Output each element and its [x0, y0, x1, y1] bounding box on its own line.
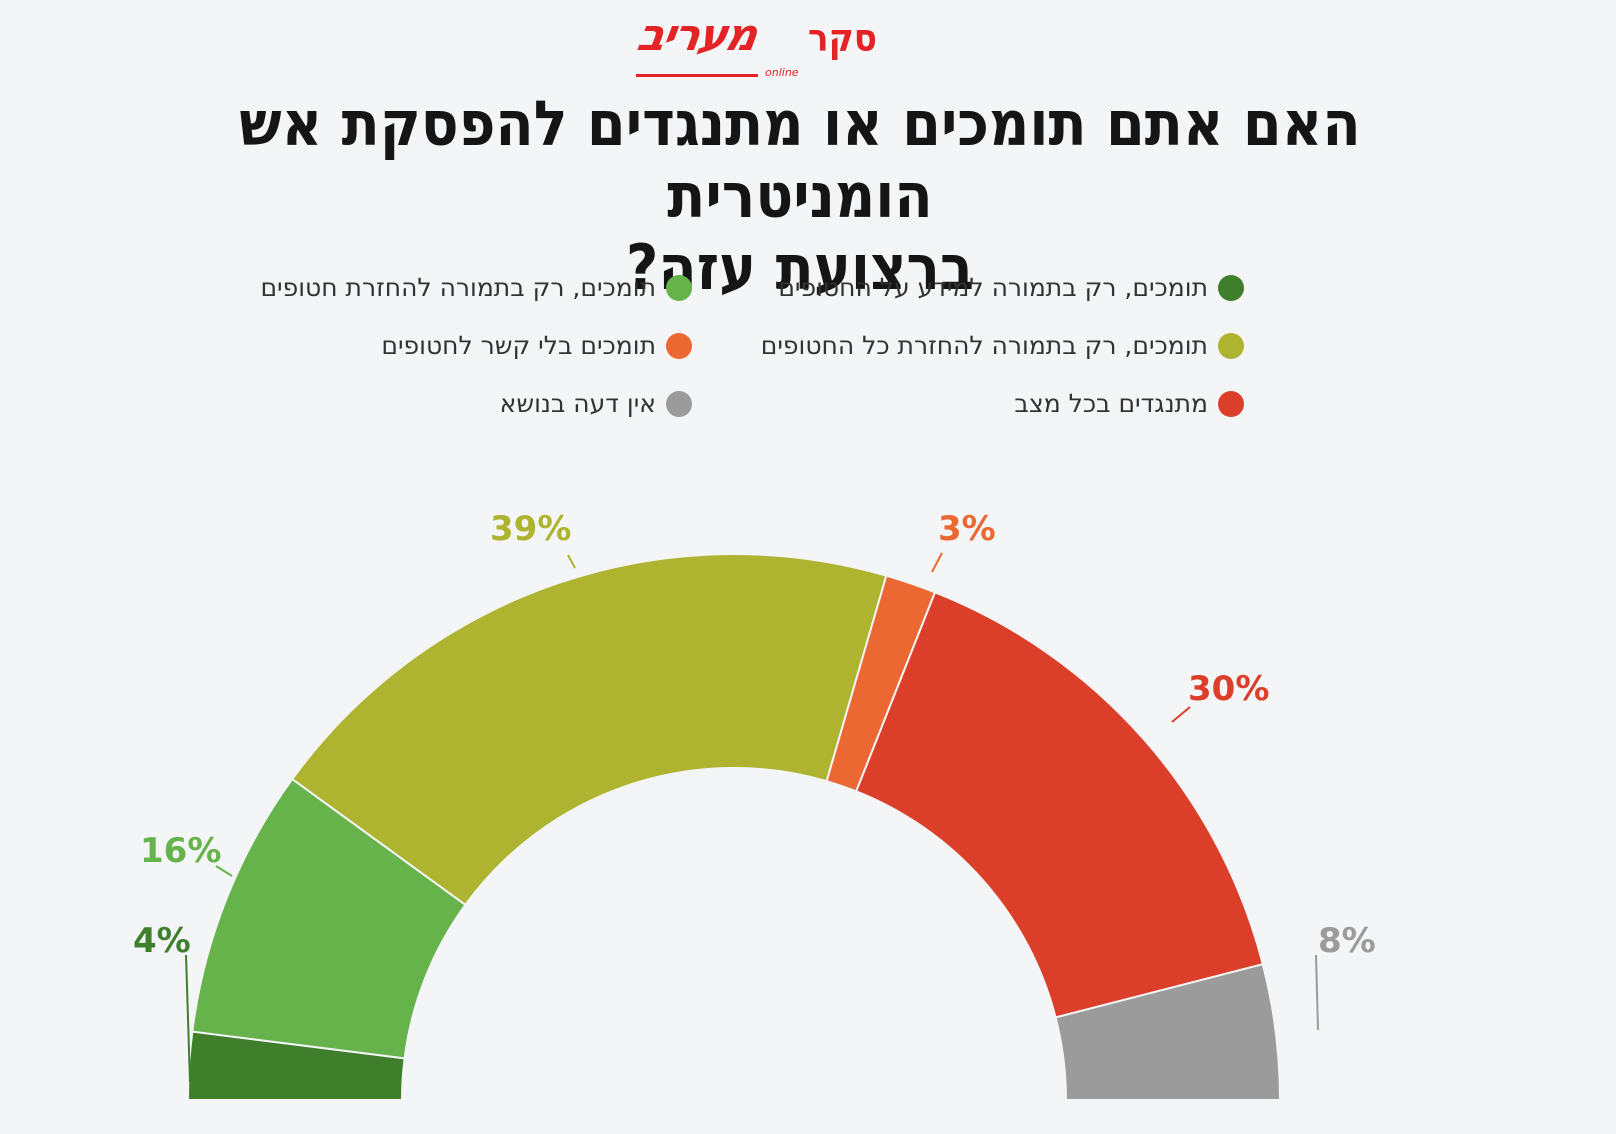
legend-dot-icon [1218, 332, 1244, 359]
slice-label-leader-4 [1171, 706, 1191, 723]
legend-item-all-hostages-return: תומכים, רק בתמורה להחזרת כל החטופים [761, 331, 1244, 360]
slice-label-leader-2 [567, 554, 576, 569]
legend-item-info-on-hostages: תומכים, רק בתמורה למידע על החטופים [778, 273, 1244, 302]
legend-item-no-opinion: אין דעה בנושא [500, 389, 692, 418]
chart-title: האם אתם תומכים או מתנגדים להפסקת אש הומנ… [100, 88, 1500, 304]
slice-value-label-3: 3% [938, 509, 996, 549]
slice-label-leader-0 [185, 954, 191, 1083]
chart-title-line-1: האם אתם תומכים או מתנגדים להפסקת אש הומנ… [239, 87, 1361, 232]
legend-label: תומכים, רק בתמורה להחזרת כל החטופים [760, 331, 1208, 360]
slice-value-label-2: 39% [490, 509, 571, 549]
donut-slice-4 [854, 591, 1265, 1019]
legend-dot-icon [666, 390, 692, 417]
legend-label: מתנגדים בכל מצב [1014, 389, 1208, 418]
legend-item-oppose: מתנגדים בכל מצב [1014, 389, 1244, 418]
legend-dot-icon [666, 332, 692, 359]
legend-dot-icon [666, 274, 692, 301]
slice-value-label-0: 4% [133, 921, 191, 961]
slice-value-label-4: 30% [1188, 669, 1269, 709]
slice-label-leader-5 [1315, 954, 1319, 1031]
brand-online: online [765, 66, 799, 79]
slice-label-leader-1 [215, 865, 233, 877]
slice-value-label-5: 8% [1318, 921, 1376, 961]
legend-item-unconditional: תומכים בלי קשר לחטופים [381, 331, 692, 360]
legend-label: אין דעה בנושא [499, 389, 656, 418]
legend-label: תומכים בלי קשר לחטופים [381, 331, 656, 360]
donut-slice-2 [290, 553, 888, 907]
legend-item-hostages-return: תומכים, רק בתמורה להחזרת חטופים [260, 273, 692, 302]
slice-label-leader-3 [931, 552, 943, 573]
legend-dot-icon [1218, 390, 1244, 417]
brand-logo: סקר מעריב online [620, 10, 880, 84]
legend-dot-icon [1218, 274, 1244, 301]
legend-label: תומכים, רק בתמורה למידע על החטופים [778, 273, 1208, 302]
legend-label: תומכים, רק בתמורה להחזרת חטופים [260, 273, 656, 302]
donut-slice-5 [1054, 962, 1282, 1101]
brand-survey-label: סקר [808, 16, 877, 60]
slice-value-label-1: 16% [140, 831, 221, 871]
brand-underline [636, 74, 758, 77]
